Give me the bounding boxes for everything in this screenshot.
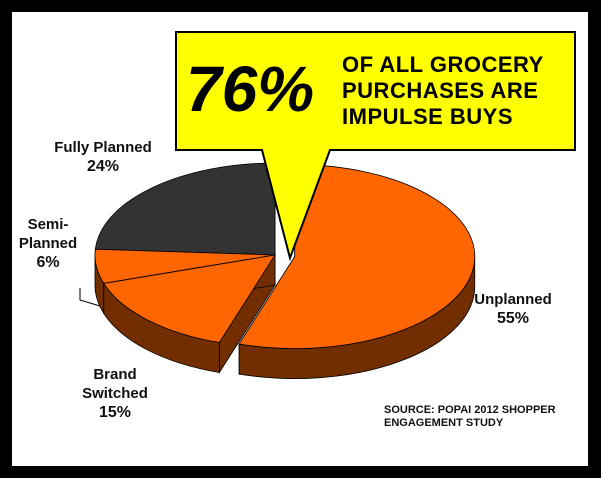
slice-label: Brand Switched 15%	[70, 365, 160, 422]
category-label: Fully Planned	[54, 139, 152, 156]
source-note: SOURCE: POPAI 2012 SHOPPER ENGAGEMENT ST…	[384, 404, 556, 429]
leader-line	[79, 288, 101, 307]
value-label: 6%	[36, 254, 60, 271]
slice	[94, 162, 276, 256]
category-label: Unplanned	[474, 291, 552, 308]
category-label: Brand Switched	[82, 366, 148, 402]
callout	[175, 31, 576, 262]
slice	[103, 254, 276, 343]
category-label: Semi-Planned	[18, 216, 78, 252]
callout-number: 76%	[186, 53, 315, 125]
value-label: 24%	[86, 158, 120, 175]
value-label: 15%	[98, 404, 132, 421]
value-label: 55%	[496, 310, 530, 327]
callout-text: OF ALL GROCERY PURCHASES ARE IMPULSE BUY…	[342, 52, 544, 129]
slice-label: Fully Planned 24%	[48, 138, 158, 176]
slice-label: Semi-Planned 6%	[18, 215, 78, 272]
slice-label: Unplanned 55%	[468, 290, 558, 328]
